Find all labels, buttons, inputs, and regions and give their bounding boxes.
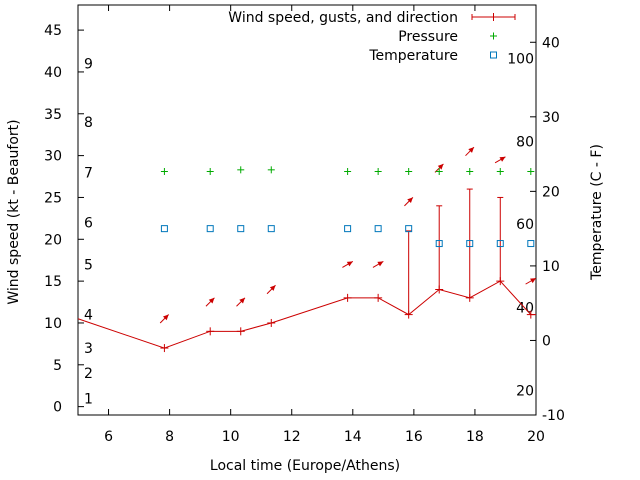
- temperature-point: [237, 225, 245, 233]
- temperature-point: [466, 240, 474, 248]
- fahrenheit-label: 100: [507, 52, 534, 68]
- x-tick-label: 10: [222, 429, 240, 445]
- temperature-point: [374, 225, 382, 233]
- beaufort-label: 7: [84, 165, 93, 181]
- axes: 6 8 10 12 14 16 18 20051015202530354045-1001020…: [44, 5, 565, 445]
- arrow-head: [208, 297, 215, 304]
- fahrenheit-label: 60: [516, 217, 534, 233]
- y2-axis-label: Temperature (C - F): [589, 144, 605, 281]
- y-tick-label: 25: [44, 190, 62, 206]
- legend-label: Temperature: [368, 48, 458, 64]
- temperature-point: [160, 225, 168, 233]
- fahrenheit-label: 20: [516, 383, 534, 399]
- wind-direction-arrow: [236, 297, 246, 307]
- y-tick-label: 10: [44, 316, 62, 332]
- wind-direction-arrow: [494, 156, 506, 164]
- temperature-point: [435, 240, 443, 248]
- y2-tick-label: -10: [542, 408, 565, 424]
- y2-tick-label: 30: [542, 110, 560, 126]
- temperature-point: [405, 225, 413, 233]
- temperature-point: [206, 225, 214, 233]
- pressure-point: [496, 168, 504, 176]
- fahrenheit-label: 80: [516, 134, 534, 150]
- wind-direction-arrow: [465, 146, 475, 157]
- x-tick-label: 12: [283, 429, 301, 445]
- pressure-point: [405, 168, 413, 176]
- wind-direction-arrow: [205, 297, 215, 307]
- arrow-head: [239, 297, 245, 304]
- arrow-head: [269, 285, 276, 291]
- beaufort-label: 1: [84, 391, 93, 407]
- temperature-point: [267, 225, 275, 233]
- x-tick-label: 8: [165, 429, 174, 445]
- y-tick-label: 20: [44, 232, 62, 248]
- y2-tick-label: 10: [542, 259, 560, 275]
- pressure-point: [267, 166, 275, 174]
- y2-tick-label: 0: [542, 333, 551, 349]
- y-tick-label: 15: [44, 274, 62, 290]
- beaufort-label: 3: [84, 341, 93, 357]
- x-tick-label: 16: [405, 429, 423, 445]
- beaufort-label: 5: [84, 257, 93, 273]
- arrow-head: [530, 278, 537, 284]
- x-axis-label: Local time (Europe/Athens): [210, 458, 400, 474]
- beaufort-label: 6: [84, 216, 93, 232]
- pressure-point: [237, 166, 245, 174]
- wind-direction-arrow: [159, 314, 170, 324]
- arrow-head: [499, 156, 506, 162]
- legend-temperature-sample: [490, 51, 497, 59]
- temperature-point: [527, 240, 535, 248]
- x-tick-label: 20: [527, 429, 545, 445]
- y-tick-label: 30: [44, 149, 62, 165]
- wind-speed-line: [77, 280, 536, 349]
- y-axis-label: Wind speed (kt - Beaufort): [6, 119, 22, 304]
- x-tick-label: 18: [466, 429, 484, 445]
- x-tick-label: 6: [104, 429, 113, 445]
- y-tick-label: 5: [53, 358, 62, 374]
- beaufort-label: 8: [84, 115, 93, 131]
- pressure-point: [160, 168, 168, 176]
- wind-direction-arrow: [372, 260, 384, 268]
- pressure-point: [435, 168, 443, 176]
- arrow-head: [162, 314, 169, 321]
- y-tick-label: 0: [53, 400, 62, 416]
- wind-direction-arrow: [404, 197, 414, 207]
- pressure-point: [374, 168, 382, 176]
- legend-label: Pressure: [398, 29, 458, 45]
- legend: Wind speed, gusts, and direction Pressure…: [228, 10, 516, 64]
- pressure-point: [344, 168, 352, 176]
- y-tick-label: 40: [44, 65, 62, 81]
- plot-frame: [77, 4, 537, 416]
- beaufort-label: 2: [84, 366, 93, 382]
- y-tick-label: 45: [44, 23, 62, 39]
- arrow-head: [377, 261, 384, 267]
- y2-tick-label: 20: [542, 184, 560, 200]
- temperature-point: [496, 240, 504, 248]
- x-tick-label: 14: [344, 429, 362, 445]
- y-tick-label: 35: [44, 107, 62, 123]
- beaufort-label: 4: [84, 308, 93, 324]
- plot-border: [77, 4, 537, 416]
- y2-tick-label: 40: [542, 35, 560, 51]
- arrow-head: [437, 163, 444, 170]
- chart-marks: [77, 146, 537, 353]
- arrow-head: [407, 197, 413, 204]
- pressure-point: [527, 168, 535, 176]
- temperature-point: [344, 225, 352, 233]
- arrow-head: [346, 261, 353, 267]
- beaufort-label: 9: [84, 57, 93, 73]
- pressure-point: [206, 168, 214, 176]
- wind-direction-arrow: [266, 284, 276, 295]
- pressure-point: [466, 168, 474, 176]
- wind-direction-arrow: [342, 260, 354, 268]
- legend-label: Wind speed, gusts, and direction: [228, 10, 458, 26]
- wind-direction-arrow: [525, 277, 537, 285]
- arrow-head: [468, 147, 474, 153]
